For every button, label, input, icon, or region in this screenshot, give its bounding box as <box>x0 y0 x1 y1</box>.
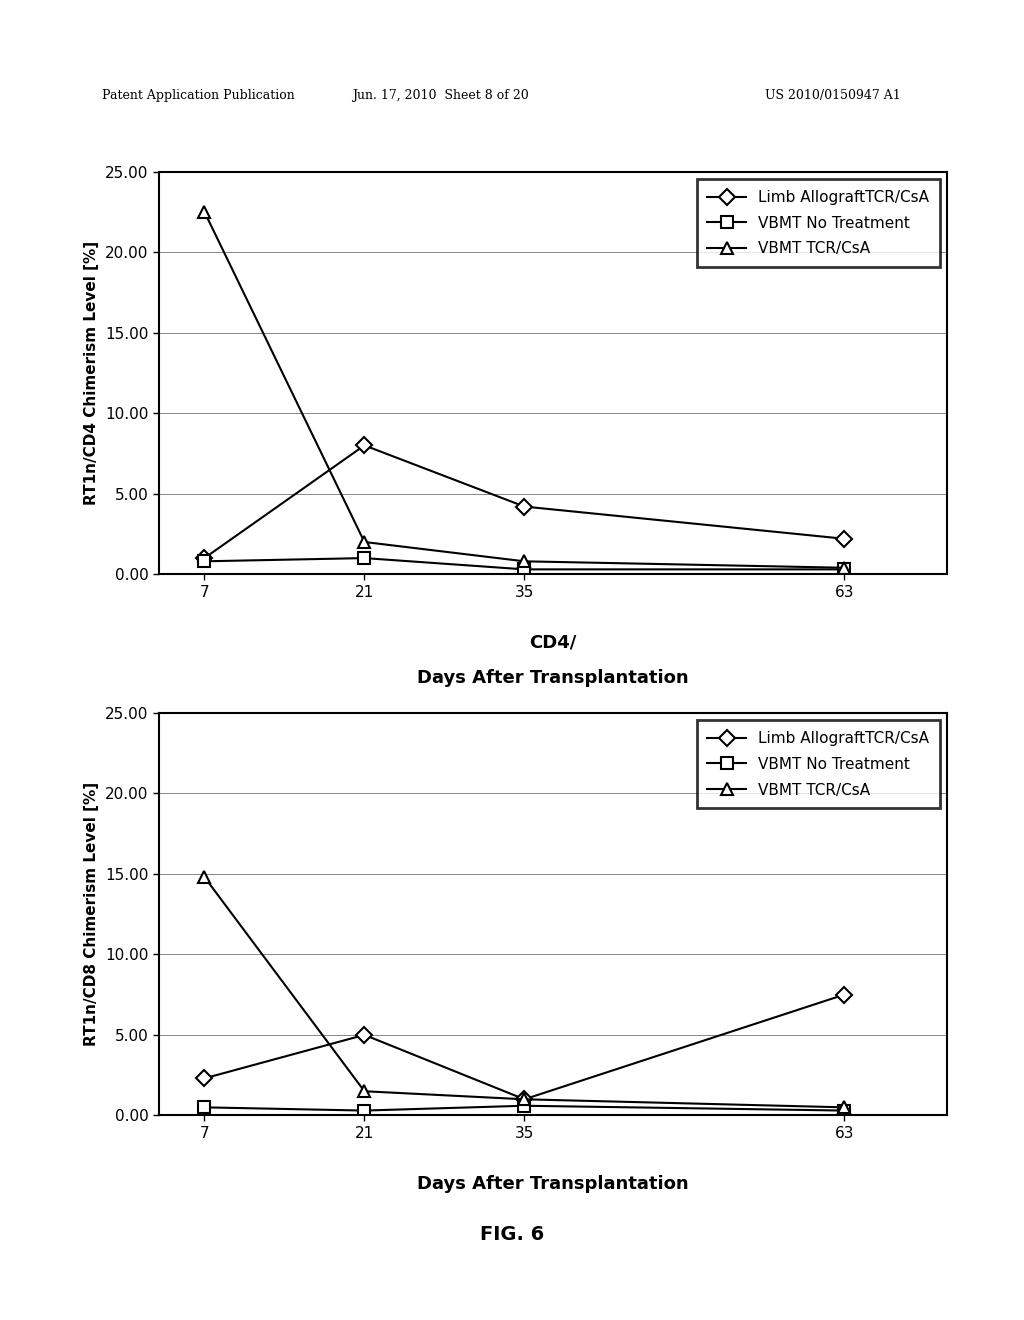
VBMT TCR/CsA <box>199 869 211 884</box>
VBMT TCR/CsA <box>518 1092 530 1107</box>
VBMT No Treatment <box>199 553 211 569</box>
Limb AllograftTCR/CsA <box>518 499 530 515</box>
VBMT No Treatment <box>518 1098 530 1114</box>
Limb AllograftTCR/CsA <box>518 1092 530 1107</box>
VBMT No Treatment <box>358 550 371 566</box>
Text: Days After Transplantation: Days After Transplantation <box>417 669 689 688</box>
Text: CD4/: CD4/ <box>529 634 577 652</box>
VBMT TCR/CsA <box>358 1084 371 1100</box>
VBMT TCR/CsA <box>839 560 851 576</box>
Text: FIG. 6: FIG. 6 <box>480 1225 544 1243</box>
Limb AllograftTCR/CsA <box>199 1071 211 1086</box>
VBMT No Treatment <box>358 1102 371 1118</box>
Limb AllograftTCR/CsA <box>358 437 371 453</box>
Legend: Limb AllograftTCR/CsA, VBMT No Treatment, VBMT TCR/CsA: Limb AllograftTCR/CsA, VBMT No Treatment… <box>696 721 940 808</box>
Y-axis label: RT1n/CD4 Chimerism Level [%]: RT1n/CD4 Chimerism Level [%] <box>84 240 99 506</box>
VBMT No Treatment <box>839 561 851 577</box>
Line: VBMT No Treatment: VBMT No Treatment <box>199 553 850 576</box>
Text: Jun. 17, 2010  Sheet 8 of 20: Jun. 17, 2010 Sheet 8 of 20 <box>352 90 528 103</box>
Limb AllograftTCR/CsA <box>839 531 851 546</box>
VBMT TCR/CsA <box>839 1100 851 1115</box>
Line: Limb AllograftTCR/CsA: Limb AllograftTCR/CsA <box>199 989 850 1105</box>
Line: VBMT TCR/CsA: VBMT TCR/CsA <box>199 206 851 574</box>
VBMT No Treatment <box>518 561 530 577</box>
Limb AllograftTCR/CsA <box>839 987 851 1003</box>
Limb AllograftTCR/CsA <box>358 1027 371 1043</box>
Text: Patent Application Publication: Patent Application Publication <box>102 90 295 103</box>
Limb AllograftTCR/CsA <box>199 550 211 566</box>
Legend: Limb AllograftTCR/CsA, VBMT No Treatment, VBMT TCR/CsA: Limb AllograftTCR/CsA, VBMT No Treatment… <box>696 180 940 267</box>
Line: Limb AllograftTCR/CsA: Limb AllograftTCR/CsA <box>199 440 850 564</box>
Line: VBMT No Treatment: VBMT No Treatment <box>199 1100 850 1117</box>
VBMT TCR/CsA <box>199 205 211 220</box>
VBMT No Treatment <box>839 1102 851 1118</box>
Line: VBMT TCR/CsA: VBMT TCR/CsA <box>199 871 851 1114</box>
VBMT TCR/CsA <box>518 553 530 569</box>
VBMT TCR/CsA <box>358 535 371 550</box>
Text: Days After Transplantation: Days After Transplantation <box>417 1175 689 1193</box>
Text: US 2010/0150947 A1: US 2010/0150947 A1 <box>765 90 901 103</box>
Y-axis label: RT1n/CD8 Chimerism Level [%]: RT1n/CD8 Chimerism Level [%] <box>84 781 99 1047</box>
VBMT No Treatment <box>199 1100 211 1115</box>
